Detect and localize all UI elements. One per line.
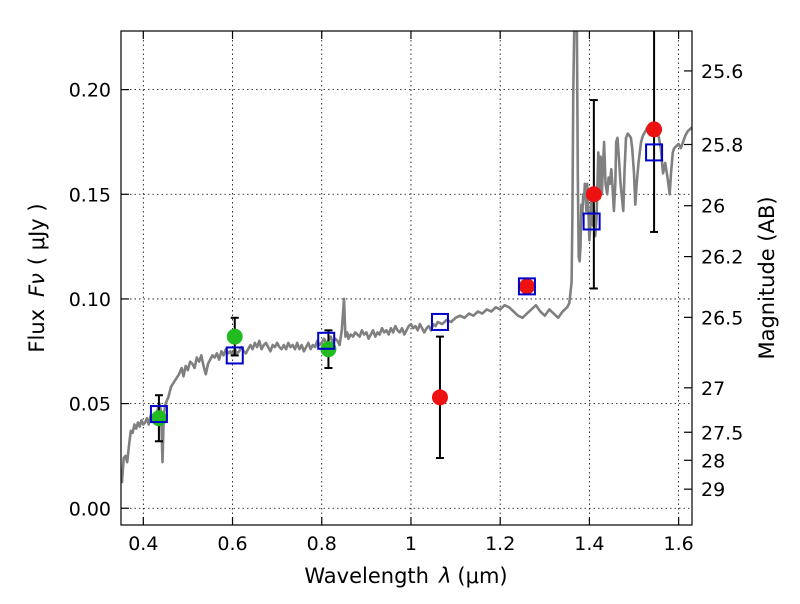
y-tick-label: 0.00 [69,498,111,520]
x-tick-label: 0.4 [128,533,158,555]
x-axis-title: Wavelength λ (μm) [304,564,507,588]
plot-frame [120,30,693,526]
observed-point [646,121,663,138]
mag-tick-label: 27 [701,378,725,400]
mag-tick-label: 28 [701,450,725,472]
mag-tick-label: 26.5 [701,307,743,329]
mag-tick-label: 29 [701,479,725,501]
model-point [517,277,536,296]
spectrum-line [121,31,692,484]
x-axis-title-symbol: λ [438,564,451,588]
model-point [317,331,336,350]
x-axis-title-unit: (μm) [457,564,507,588]
model-point [430,312,449,331]
x-axis-title-text: Wavelength [304,564,429,588]
mag-tick-label: 25.6 [701,61,743,83]
model-point [149,405,168,424]
x-tick-label: 0.6 [217,533,247,555]
y-axis-title-symbol: Fν [25,273,49,297]
observed-point [585,186,602,203]
tick-layer [121,31,692,525]
label-layer: 0.4 0.6 0.8 1 1.2 1.4 1.6 0.00 0.05 0.10 0.15 0.20 2… [69,61,744,555]
y-axis-title: Flux Fν ( μJy ) [25,203,49,352]
data-layer [121,31,692,484]
observed-point [431,389,448,406]
y-tick-label: 0.05 [69,394,111,416]
y-axis-title-unit: ( μJy ) [25,203,49,265]
model-point [582,212,601,231]
model-point [225,346,244,365]
plot-area [121,31,692,484]
x-tick-label: 1.2 [485,533,515,555]
y-tick-label: 0.10 [69,289,111,311]
x-tick-label: 1.4 [574,533,604,555]
observed-point [150,410,167,427]
y-axis-title-text: Flux [25,309,49,353]
grid-layer [121,31,692,525]
observed-point [518,278,535,295]
mag-tick-label: 25.8 [701,134,743,156]
x-tick-label: 0.8 [307,533,337,555]
observed-point [226,328,243,345]
mag-tick-label: 26.2 [701,247,743,269]
model-point [645,143,664,162]
x-tick-label: 1.6 [664,533,694,555]
x-tick-label: 1 [405,533,417,555]
mag-tick-label: 26 [701,196,725,218]
y-tick-label: 0.15 [69,184,111,206]
mag-tick-label: 27.5 [701,422,743,444]
y-tick-label: 0.20 [69,80,111,102]
y2-axis-title: Magnitude (AB) [755,196,779,359]
